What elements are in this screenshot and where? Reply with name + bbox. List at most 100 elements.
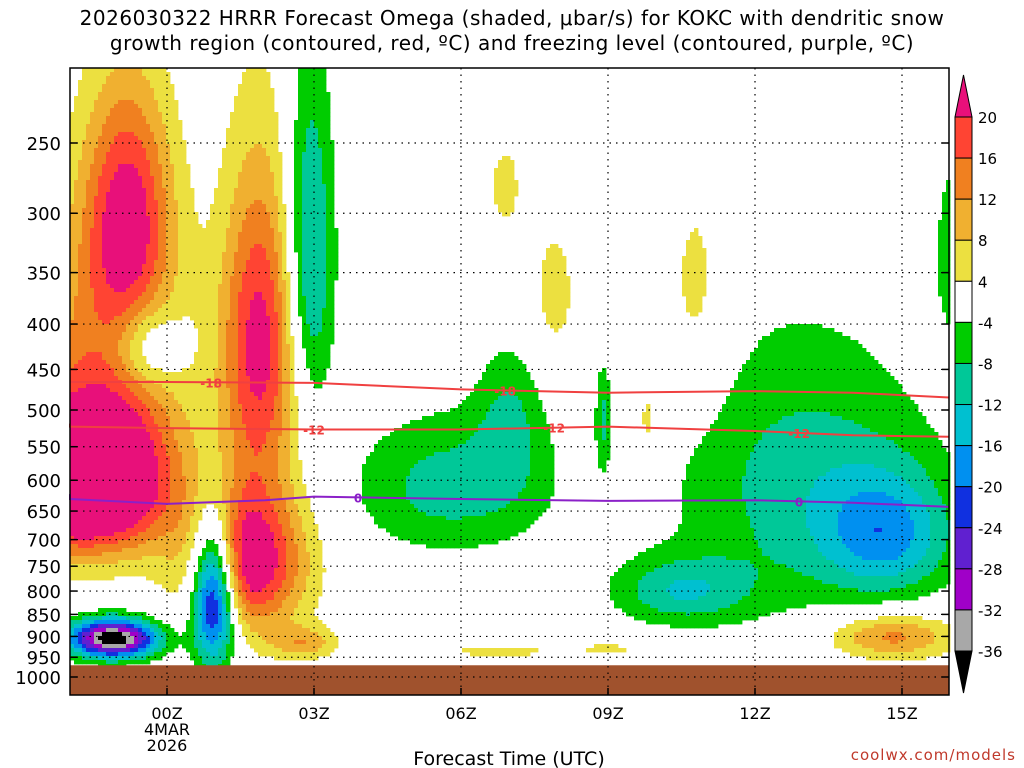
omega-cell — [86, 84, 91, 89]
omega-cell — [326, 332, 331, 337]
omega-cell — [110, 200, 115, 205]
omega-cell — [322, 180, 327, 185]
omega-cell — [154, 132, 159, 137]
omega-cell — [778, 344, 783, 349]
omega-cell — [294, 200, 299, 205]
omega-cell — [170, 304, 175, 309]
omega-cell — [306, 264, 311, 269]
omega-cell — [106, 72, 111, 77]
omega-cell — [282, 256, 287, 261]
omega-cell — [502, 356, 507, 361]
omega-cell — [330, 140, 335, 145]
omega-cell — [274, 308, 279, 313]
omega-cell — [270, 184, 275, 189]
omega-cell — [826, 368, 831, 373]
omega-cell — [162, 192, 167, 197]
omega-cell — [238, 132, 243, 137]
omega-cell — [234, 168, 239, 173]
omega-cell — [110, 316, 115, 321]
omega-cell — [242, 220, 247, 225]
omega-cell — [134, 276, 139, 281]
omega-cell — [150, 88, 155, 93]
omega-cell — [278, 200, 283, 205]
omega-cell — [278, 316, 283, 321]
omega-cell — [130, 228, 135, 233]
omega-cell — [242, 208, 247, 213]
omega-cell — [210, 284, 215, 289]
omega-cell — [86, 240, 91, 245]
omega-cell — [214, 324, 219, 329]
omega-cell — [318, 328, 323, 333]
omega-cell — [126, 148, 131, 153]
omega-cell — [234, 204, 239, 209]
omega-cell — [702, 268, 707, 273]
omega-cell — [82, 80, 87, 85]
omega-cell — [690, 252, 695, 257]
omega-cell — [106, 368, 111, 373]
omega-cell — [310, 84, 315, 89]
omega-cell — [810, 360, 815, 365]
omega-cell — [558, 308, 563, 313]
omega-cell — [154, 324, 159, 329]
omega-cell — [542, 308, 547, 313]
omega-cell — [314, 316, 319, 321]
omega-cell — [114, 348, 119, 353]
omega-cell — [238, 304, 243, 309]
omega-cell — [310, 248, 315, 253]
omega-cell — [70, 348, 75, 353]
omega-cell — [98, 156, 103, 161]
omega-cell — [694, 300, 699, 305]
omega-cell — [86, 124, 91, 129]
omega-cell — [82, 248, 87, 253]
omega-cell — [178, 372, 183, 377]
omega-cell — [250, 180, 255, 185]
omega-cell — [86, 268, 91, 273]
omega-cell — [70, 136, 75, 141]
omega-cell — [938, 256, 943, 261]
omega-cell — [682, 268, 687, 273]
omega-cell — [130, 160, 135, 165]
omega-cell — [122, 300, 127, 305]
omega-cell — [78, 336, 83, 341]
omega-cell — [834, 340, 839, 345]
omega-cell — [150, 72, 155, 77]
omega-cell — [162, 88, 167, 93]
omega-cell — [154, 192, 159, 197]
omega-cell — [118, 360, 123, 365]
omega-cell — [110, 220, 115, 225]
omega-cell — [106, 132, 111, 137]
omega-cell — [762, 372, 767, 377]
omega-cell — [234, 312, 239, 317]
omega-cell — [294, 156, 299, 161]
omega-cell — [810, 328, 815, 333]
omega-cell — [862, 348, 867, 353]
omega-cell — [302, 112, 307, 117]
omega-cell — [230, 132, 235, 137]
omega-cell — [150, 76, 155, 81]
omega-cell — [242, 92, 247, 97]
omega-cell — [118, 320, 123, 325]
omega-cell — [222, 336, 227, 341]
omega-cell — [186, 296, 191, 301]
omega-cell — [102, 132, 107, 137]
omega-cell — [242, 172, 247, 177]
omega-cell — [546, 288, 551, 293]
omega-cell — [862, 352, 867, 357]
omega-cell — [314, 360, 319, 365]
omega-cell — [274, 204, 279, 209]
omega-cell — [126, 300, 131, 305]
omega-cell — [330, 296, 335, 301]
omega-cell — [266, 124, 271, 129]
omega-cell — [118, 276, 123, 281]
omega-cell — [302, 96, 307, 101]
omega-cell — [170, 228, 175, 233]
omega-cell — [302, 80, 307, 85]
omega-cell — [98, 148, 103, 153]
omega-cell — [330, 316, 335, 321]
omega-cell — [234, 284, 239, 289]
omega-cell — [82, 76, 87, 81]
omega-cell — [682, 272, 687, 277]
omega-cell — [202, 332, 207, 337]
omega-cell — [82, 264, 87, 269]
omega-cell — [154, 160, 159, 165]
